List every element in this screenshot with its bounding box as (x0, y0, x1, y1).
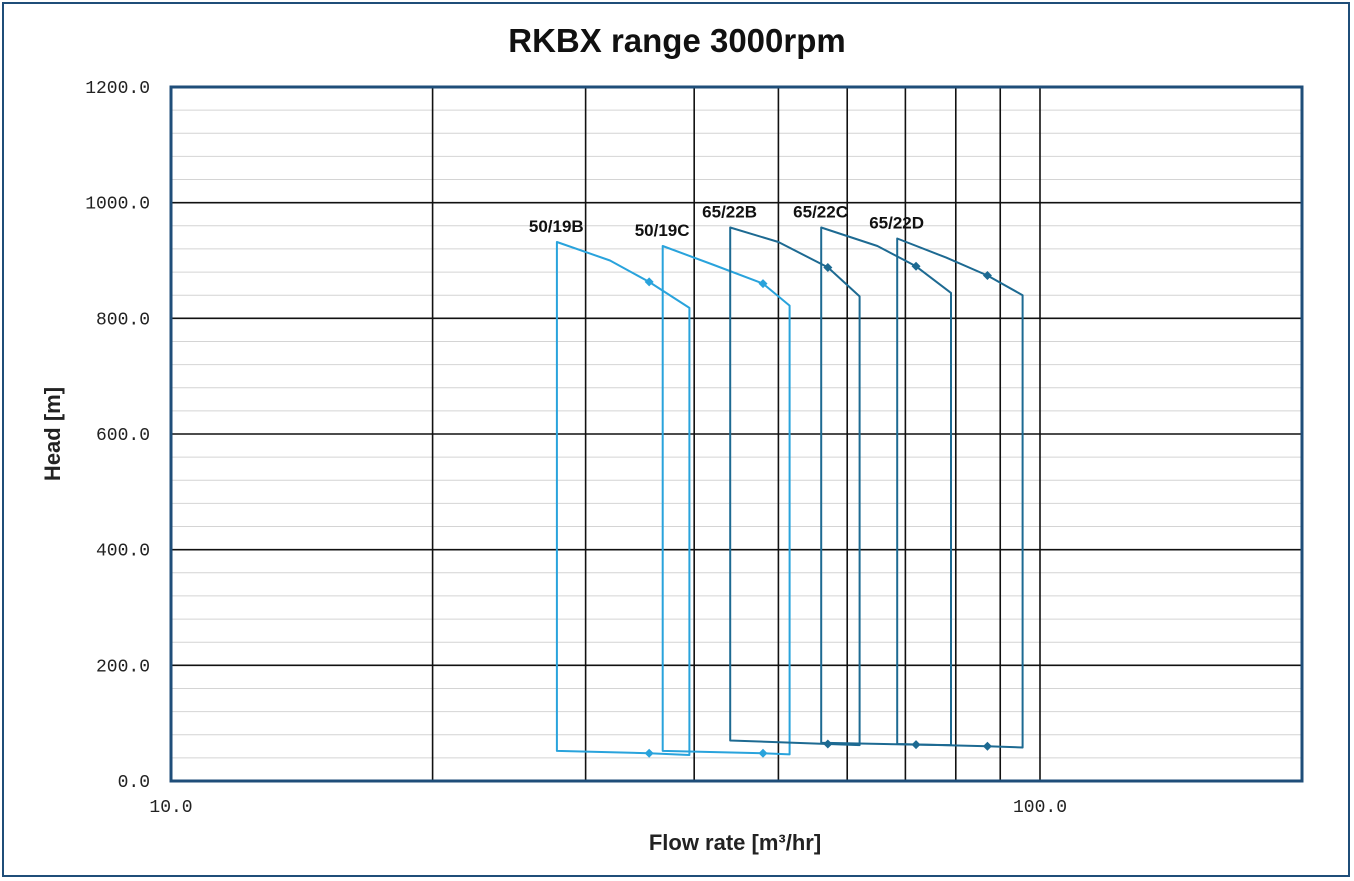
minor-gridlines (171, 109, 1302, 759)
tick-labels: 0.0 200.0 400.0 600.0 800.0 1000.0 1200.0 10.0 1… (85, 79, 1067, 818)
series-label: 65/22D (869, 214, 924, 233)
major-gridlines (171, 87, 1302, 781)
series-65-22D: 65/22D (869, 214, 1024, 751)
series-label: 50/19C (635, 221, 690, 240)
x-axis-label: Flow rate [m³/hr] (649, 830, 821, 855)
chart-title: RKBX range 3000rpm (508, 22, 846, 59)
x-tick-label: 10.0 (149, 798, 192, 818)
x-tick-label: 100.0 (1013, 798, 1067, 818)
series-65-22C: 65/22C (793, 203, 952, 750)
bep-marker (644, 277, 654, 287)
bep-marker (758, 748, 768, 758)
bep-marker (911, 261, 921, 271)
y-tick-label: 200.0 (96, 657, 150, 677)
y-tick-label: 600.0 (96, 426, 150, 446)
series-envelope (661, 245, 791, 756)
bep-marker (823, 262, 833, 272)
y-tick-label: 1200.0 (85, 79, 150, 99)
y-tick-label: 0.0 (118, 773, 150, 793)
bep-marker (823, 739, 833, 749)
y-axis-label: Head [m] (40, 387, 65, 481)
bep-marker (982, 741, 992, 751)
bep-marker (644, 748, 654, 758)
series-label: 65/22B (702, 203, 757, 222)
bep-marker (982, 271, 992, 281)
y-tick-label: 1000.0 (85, 195, 150, 215)
series-50-19B: 50/19B (529, 217, 691, 758)
y-tick-label: 800.0 (96, 310, 150, 330)
series-envelope (820, 226, 952, 747)
plot-area-border (169, 85, 1304, 783)
series-label: 50/19B (529, 217, 584, 236)
y-tick-label: 400.0 (96, 542, 150, 562)
bep-marker (758, 279, 768, 289)
series-envelope (555, 241, 691, 756)
series-label: 65/22C (793, 203, 848, 222)
series-65-22B: 65/22B (702, 203, 861, 749)
series-envelope (729, 226, 861, 747)
series-layer: 50/19B 50/19C 65/22B 65/22C 65/22D (529, 203, 1024, 758)
series-50-19C: 50/19C (635, 221, 791, 758)
series-envelope (896, 237, 1024, 749)
